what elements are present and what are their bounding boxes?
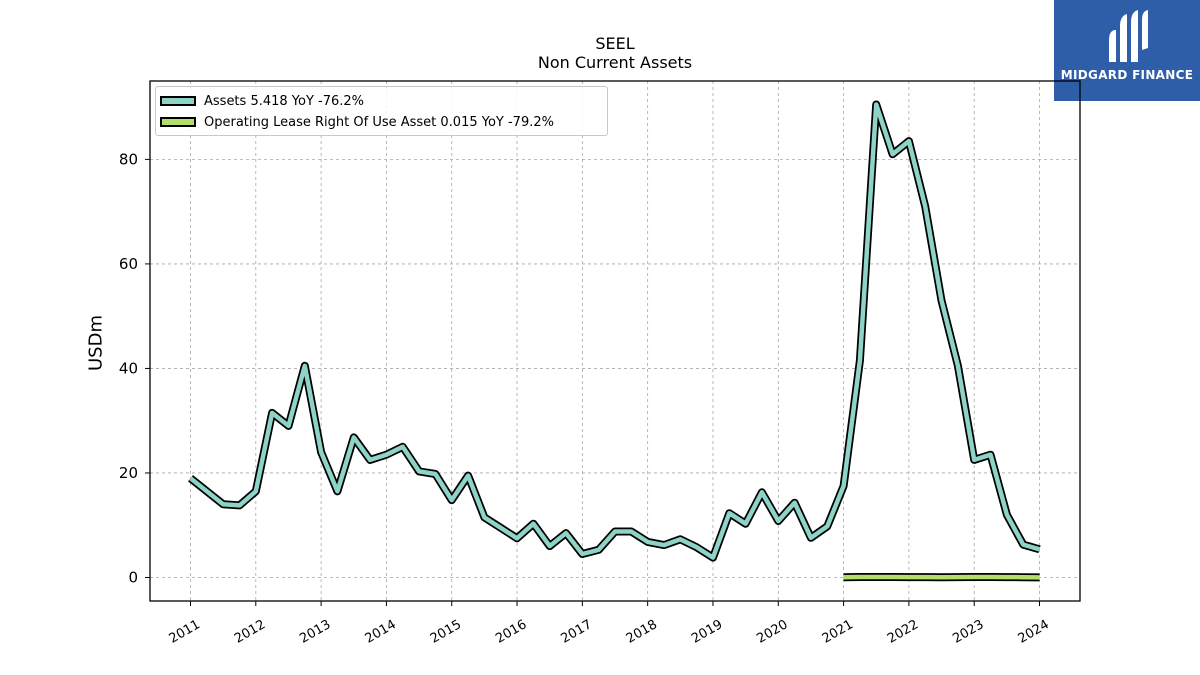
x-tick-label: 2014: [363, 617, 399, 647]
x-tick-label: 2017: [559, 617, 595, 647]
chart-title: SEEL: [595, 34, 635, 53]
series-line-0: [187, 100, 1041, 562]
series-layer: [187, 100, 1041, 582]
x-tick-label: 2022: [885, 617, 921, 647]
x-tick-label: 2016: [493, 617, 529, 647]
x-tick-label: 2015: [428, 617, 464, 647]
x-tick-label: 2019: [689, 617, 725, 647]
x-tick-label: 2023: [950, 617, 986, 647]
y-tick-label: 80: [119, 150, 138, 168]
axis-ticks: 2011 2012 2013 2014 2015 2016 2017 2018 2019 2020…: [119, 150, 1052, 646]
legend-item-assets: Assets 5.418 YoY -76.2%: [160, 92, 364, 110]
x-tick-label: 2018: [624, 617, 660, 647]
x-tick-label: 2024: [1016, 617, 1052, 647]
logo-mark-icon: [1109, 10, 1148, 62]
brand-logo: MIDGARD FINANCE: [1054, 0, 1200, 101]
legend-item-lease: Operating Lease Right Of Use Asset 0.015…: [160, 113, 554, 131]
x-tick-label: 2013: [297, 617, 333, 647]
logo-text: MIDGARD FINANCE: [1060, 68, 1194, 82]
x-tick-label: 2021: [820, 617, 856, 647]
legend-swatch-assets: [160, 96, 196, 106]
plot-frame: [149, 80, 1081, 602]
y-tick-label: 40: [119, 359, 138, 377]
legend-label-assets: Assets 5.418 YoY -76.2%: [204, 93, 365, 109]
x-tick-label: 2012: [232, 617, 268, 647]
x-tick-label: 2020: [754, 617, 790, 647]
legend-label-lease: Operating Lease Right Of Use Asset 0.015…: [204, 114, 554, 130]
series-core: [189, 102, 1041, 560]
series-outline: [187, 100, 1041, 562]
legend-swatch-lease: [160, 117, 196, 127]
chart-subtitle: Non Current Assets: [537, 53, 693, 72]
x-tick-label: 2011: [167, 617, 203, 647]
y-tick-label: 60: [119, 255, 138, 273]
y-tick-label: 20: [119, 464, 138, 482]
grid: [150, 81, 1080, 601]
y-tick-label: 0: [128, 568, 138, 586]
legend: Assets 5.418 YoY -76.2% Operating Lease …: [155, 86, 608, 136]
y-axis-label: USDm: [85, 315, 107, 371]
